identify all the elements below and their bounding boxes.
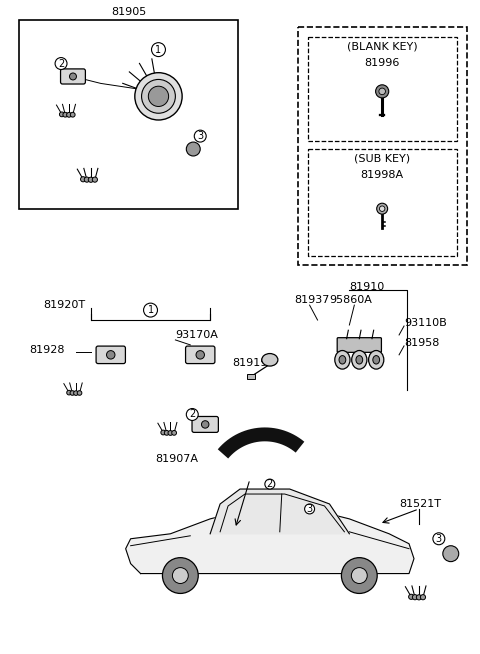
Text: 81920T: 81920T bbox=[43, 300, 85, 310]
FancyBboxPatch shape bbox=[60, 69, 85, 84]
Circle shape bbox=[92, 177, 97, 182]
Circle shape bbox=[433, 533, 445, 545]
Circle shape bbox=[84, 177, 89, 182]
Ellipse shape bbox=[373, 356, 380, 364]
Text: 81905: 81905 bbox=[111, 7, 146, 17]
Circle shape bbox=[341, 558, 377, 593]
Circle shape bbox=[148, 86, 168, 107]
FancyBboxPatch shape bbox=[186, 346, 215, 364]
Text: 93170A: 93170A bbox=[175, 330, 218, 340]
Text: 1: 1 bbox=[147, 305, 154, 315]
Text: 81910: 81910 bbox=[349, 283, 384, 292]
Text: 95860A: 95860A bbox=[329, 295, 372, 305]
Circle shape bbox=[55, 58, 67, 69]
Circle shape bbox=[376, 85, 389, 98]
Circle shape bbox=[351, 568, 367, 583]
Circle shape bbox=[186, 142, 200, 156]
Circle shape bbox=[60, 112, 64, 117]
Text: 2: 2 bbox=[189, 409, 195, 419]
Circle shape bbox=[144, 303, 157, 317]
Circle shape bbox=[73, 391, 78, 396]
Circle shape bbox=[443, 545, 459, 562]
Text: 2: 2 bbox=[267, 479, 273, 489]
Circle shape bbox=[379, 88, 385, 95]
Circle shape bbox=[377, 203, 388, 214]
Circle shape bbox=[81, 177, 86, 182]
Circle shape bbox=[408, 594, 414, 600]
Text: (SUB KEY): (SUB KEY) bbox=[354, 154, 410, 164]
Circle shape bbox=[77, 390, 82, 395]
Text: 81928: 81928 bbox=[29, 345, 65, 355]
Text: 3: 3 bbox=[436, 534, 442, 543]
Circle shape bbox=[162, 558, 198, 593]
Circle shape bbox=[265, 479, 275, 489]
Text: 81919: 81919 bbox=[232, 358, 267, 368]
Circle shape bbox=[88, 177, 94, 182]
Ellipse shape bbox=[196, 351, 204, 359]
Text: 3: 3 bbox=[197, 131, 204, 141]
Ellipse shape bbox=[339, 356, 346, 364]
Ellipse shape bbox=[352, 351, 367, 369]
Circle shape bbox=[416, 594, 421, 600]
Ellipse shape bbox=[262, 354, 278, 366]
Text: 81521T: 81521T bbox=[399, 499, 441, 509]
Text: 3: 3 bbox=[307, 504, 312, 514]
Circle shape bbox=[67, 390, 72, 395]
Bar bbox=[308, 37, 457, 141]
FancyBboxPatch shape bbox=[337, 337, 382, 353]
Circle shape bbox=[172, 430, 177, 436]
Ellipse shape bbox=[70, 73, 76, 80]
Circle shape bbox=[70, 112, 75, 117]
Text: 81996: 81996 bbox=[364, 58, 400, 67]
Text: 2: 2 bbox=[58, 59, 64, 69]
Circle shape bbox=[305, 504, 314, 514]
Text: 81937: 81937 bbox=[295, 295, 330, 305]
Ellipse shape bbox=[356, 356, 363, 364]
Circle shape bbox=[420, 594, 426, 600]
FancyBboxPatch shape bbox=[247, 373, 255, 379]
Circle shape bbox=[186, 409, 198, 421]
Text: (BLANK KEY): (BLANK KEY) bbox=[347, 42, 418, 52]
Bar bbox=[19, 20, 238, 209]
Circle shape bbox=[164, 430, 169, 436]
FancyBboxPatch shape bbox=[96, 346, 125, 364]
Ellipse shape bbox=[335, 351, 350, 369]
Ellipse shape bbox=[369, 351, 384, 369]
Bar bbox=[298, 27, 467, 266]
Ellipse shape bbox=[107, 351, 115, 359]
Circle shape bbox=[63, 112, 68, 117]
Bar bbox=[308, 149, 457, 256]
Polygon shape bbox=[126, 509, 414, 574]
Circle shape bbox=[142, 79, 175, 113]
FancyBboxPatch shape bbox=[192, 417, 218, 432]
Ellipse shape bbox=[202, 421, 209, 428]
Circle shape bbox=[67, 112, 72, 117]
Circle shape bbox=[152, 43, 166, 57]
Polygon shape bbox=[210, 489, 349, 534]
Circle shape bbox=[161, 430, 166, 435]
Text: 1: 1 bbox=[156, 44, 162, 55]
Circle shape bbox=[194, 130, 206, 142]
Text: 81907A: 81907A bbox=[156, 455, 199, 464]
Circle shape bbox=[412, 594, 418, 600]
Circle shape bbox=[172, 568, 188, 583]
Circle shape bbox=[70, 390, 75, 395]
Text: 81998A: 81998A bbox=[360, 170, 404, 180]
Circle shape bbox=[168, 430, 173, 436]
Circle shape bbox=[379, 206, 385, 211]
Text: 81958: 81958 bbox=[404, 338, 439, 348]
Circle shape bbox=[135, 73, 182, 120]
Text: 93110B: 93110B bbox=[404, 318, 447, 328]
